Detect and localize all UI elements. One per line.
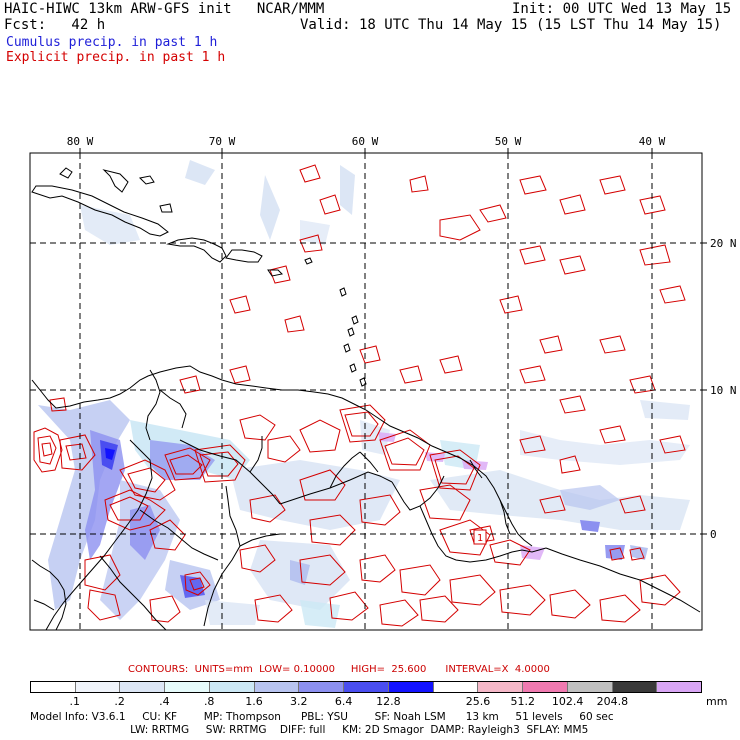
cumulus-legend: Cumulus precip. in past 1 h	[6, 35, 218, 50]
lat-label-20n: 20 N	[710, 237, 737, 250]
colorbar-swatch	[567, 682, 613, 692]
init-time: Init: 00 UTC Wed 13 May 15	[512, 1, 732, 17]
colorbar-swatch	[344, 682, 389, 692]
lon-label-50w: 50 W	[495, 135, 522, 148]
colorbar-swatch	[657, 682, 702, 692]
forecast-hour: Fcst: 42 h	[4, 17, 106, 33]
colorbar-label: 204.8	[596, 695, 629, 708]
model-info-line2: LW: RRTMG SW: RRTMG DIFF: full KM: 2D Sm…	[30, 724, 589, 736]
contours-info: CONTOURS: UNITS=mm LOW= 0.10000 HIGH= 25…	[128, 664, 550, 675]
colorbar-label: .4	[159, 695, 170, 708]
colorbar-swatch	[165, 682, 210, 692]
colorbar-label: .2	[114, 695, 125, 708]
lon-label-70w: 70 W	[209, 135, 236, 148]
colorbar-label: 3.2	[290, 695, 308, 708]
model-title: HAIC-HIWC 13km ARW-GFS init NCAR/MMM	[4, 1, 325, 17]
colorbar-label: 102.4	[551, 695, 584, 708]
colorbar-labels: .1 .2 .4 .8 1.6 3.2 6.4 12.8 25.6 51.2 102.4 204.8	[30, 695, 702, 709]
explicit-legend: Explicit precip. in past 1 h	[6, 50, 226, 65]
colorbar-swatch	[31, 682, 76, 692]
coastlines-and-borders	[31, 167, 701, 630]
colorbar-swatch	[209, 682, 255, 692]
colorbar-label: 51.2	[510, 695, 536, 708]
map-frame	[29, 152, 703, 631]
lon-label-40w: 40 W	[639, 135, 666, 148]
colorbar-label: 12.8	[376, 695, 401, 708]
lat-label-0: 0	[710, 528, 717, 541]
explicit-precip-contours	[33, 164, 686, 627]
colorbar-label: .8	[203, 695, 215, 708]
colorbar-swatch	[523, 682, 568, 692]
colorbar-swatch	[254, 682, 300, 692]
colorbar-label: 6.4	[334, 695, 353, 708]
colorbar-label: .1	[69, 695, 81, 708]
model-info-line1: Model Info: V3.6.1 CU: KF MP: Thompson P…	[30, 711, 614, 723]
colorbar-units: mm	[706, 695, 728, 708]
colorbar-swatch	[120, 682, 166, 692]
colorbar-swatch	[478, 682, 524, 692]
axis-ticks	[79, 148, 707, 535]
colorbar-swatch	[388, 682, 434, 692]
colorbar-swatch	[299, 682, 345, 692]
hilo-marker-label: 1	[477, 533, 483, 544]
colorbar-swatch	[75, 682, 121, 692]
colorbar	[30, 681, 702, 693]
lon-label-80w: 80 W	[67, 135, 94, 148]
colorbar-label: 1.6	[245, 695, 263, 708]
colorbar-label: 25.6	[465, 695, 491, 708]
hilo-marker-box	[473, 529, 487, 545]
colorbar-swatch	[433, 682, 479, 692]
valid-time: Valid: 18 UTC Thu 14 May 15 (15 LST Thu …	[300, 17, 722, 33]
lat-lon-grid	[30, 153, 702, 630]
lat-label-10n: 10 N	[710, 384, 737, 397]
lon-label-60w: 60 W	[352, 135, 379, 148]
colorbar-swatch	[612, 682, 658, 692]
